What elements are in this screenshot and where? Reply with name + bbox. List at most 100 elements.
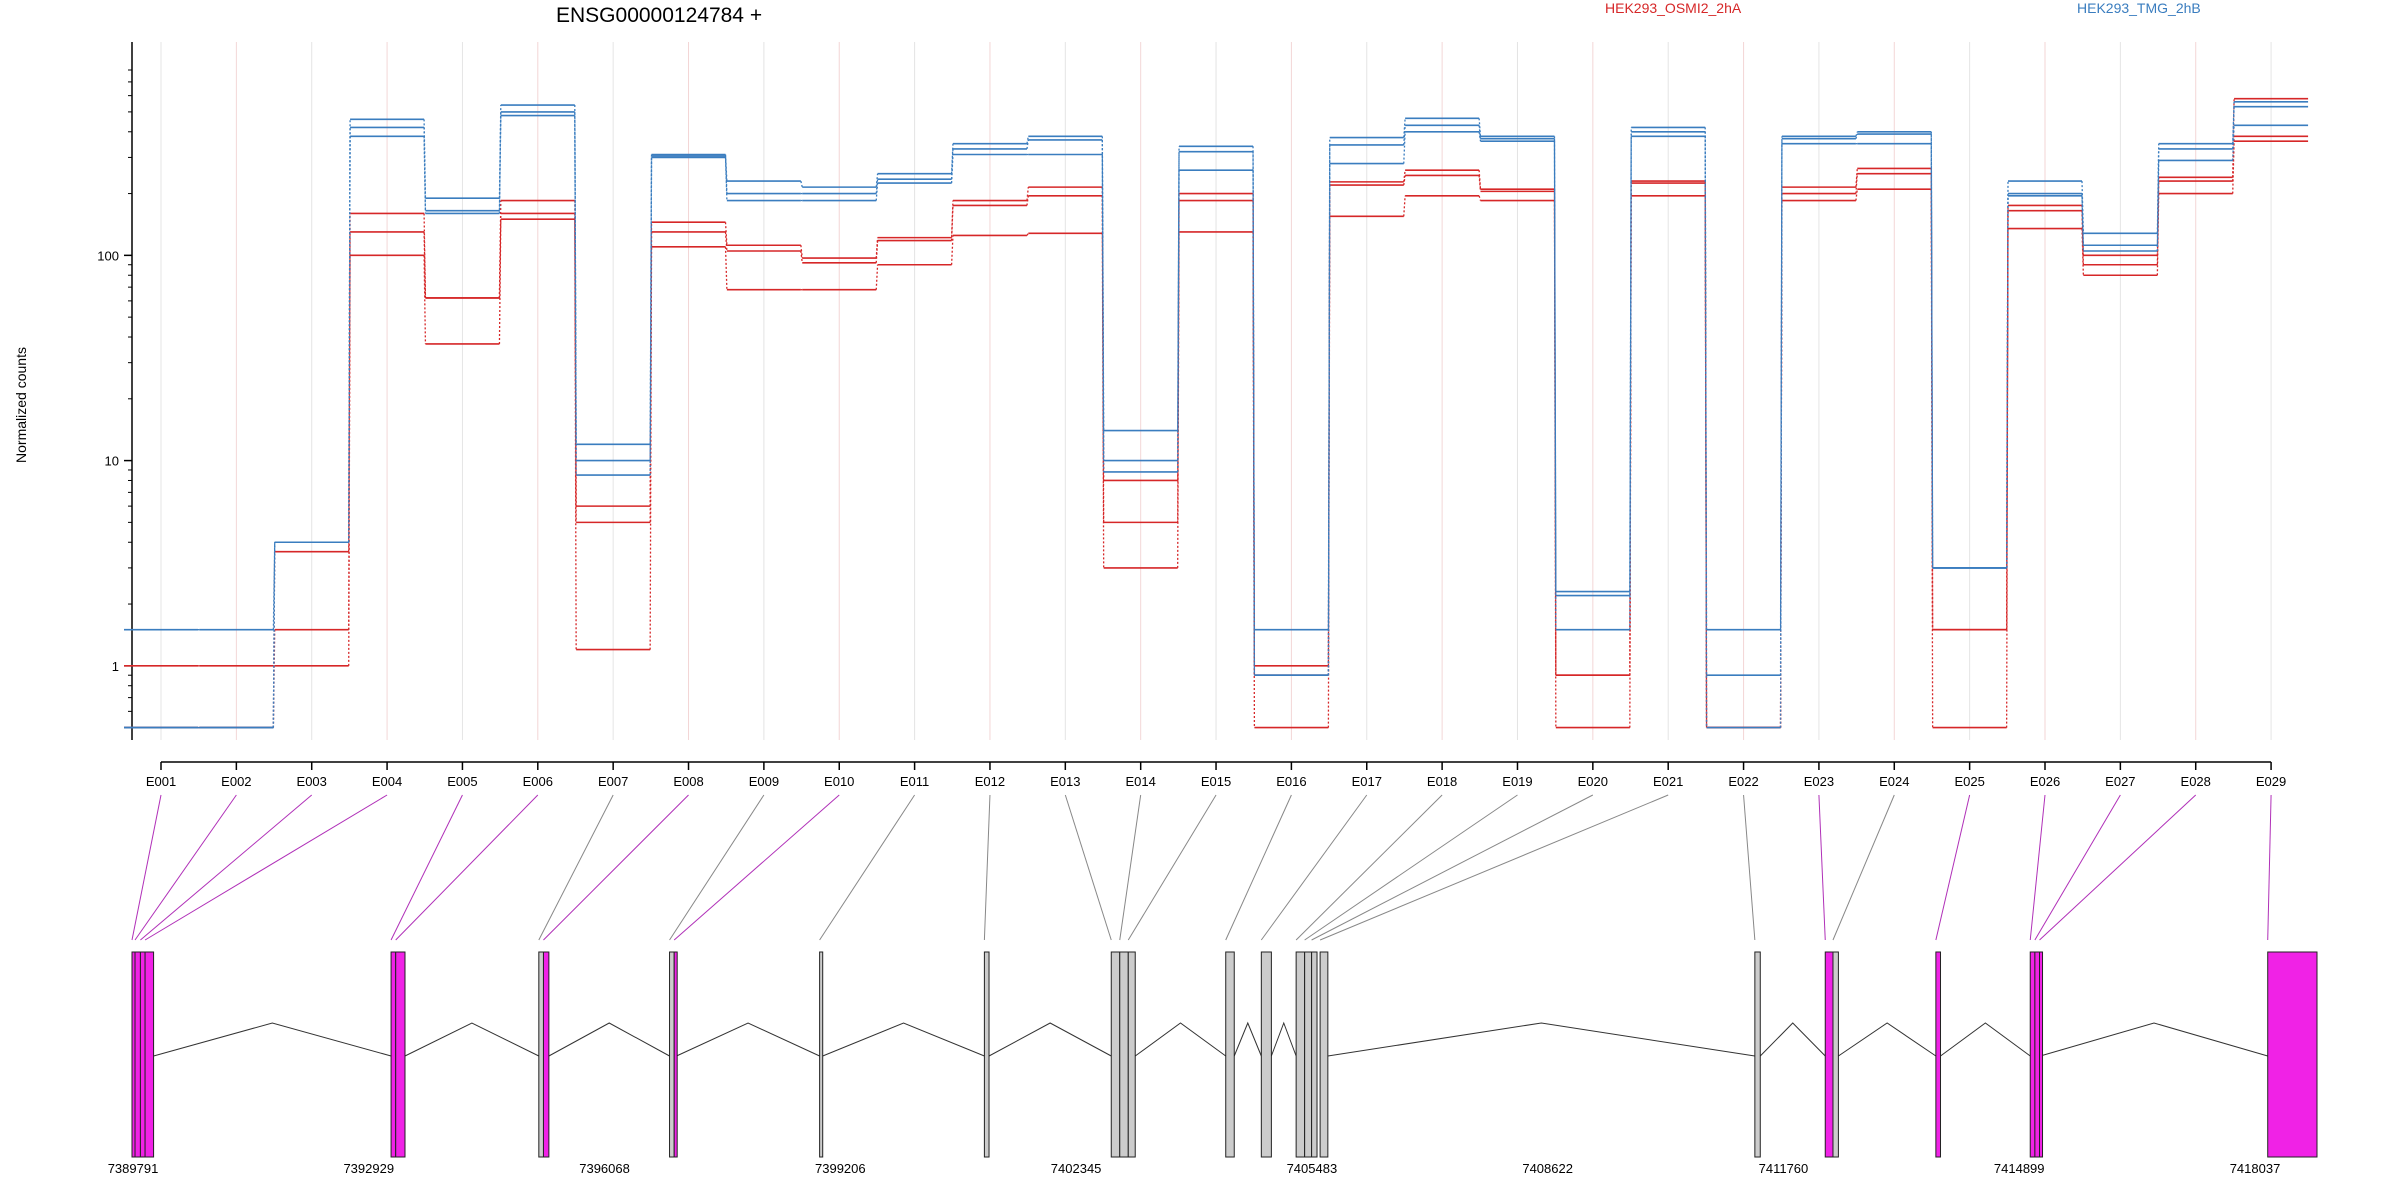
x-tick-label-e025: E025 [1954,774,1984,789]
genomic-coordinate-label: 7392929 [343,1161,394,1176]
series-connector [1478,131,1482,142]
series-connector [423,119,427,199]
series-connector [574,105,577,445]
series-connector [1855,173,1858,194]
series-connector [1478,175,1482,192]
series-connector [2081,181,2085,234]
exon-mapping-line [2034,794,2121,941]
genomic-coordinate-label: 7399206 [815,1161,866,1176]
series-connector [1403,118,1406,138]
series-connector [1026,195,1029,206]
x-tick-label-e024: E024 [1879,774,1909,789]
exon-block-e009 [669,951,675,1158]
series-connector [950,235,954,265]
x-tick-label-e015: E015 [1201,774,1231,789]
exon-mapping-line [1743,794,1756,941]
intron-line [676,1022,820,1057]
y-axis-label: Normalized counts [13,347,29,463]
exon-block-e008 [542,951,550,1158]
exon-mapping-line [140,794,313,941]
series-connector [1930,131,1934,568]
exon-mapping-line [2029,794,2046,941]
exon-block-e026 [2029,951,2036,1158]
intron-line [1270,1021,1297,1057]
exon-block-e014 [1119,951,1129,1158]
series-connector [1855,189,1858,201]
series-connector [1177,146,1180,431]
exon-block-e012 [983,951,990,1158]
exon-block-e016 [1225,951,1235,1158]
series-connector [950,148,954,180]
x-tick-label-e003: E003 [297,774,327,789]
series-connector [2232,101,2235,144]
x-tick-label-e004: E004 [372,774,402,789]
series-connector [800,180,803,188]
exon-mapping-line [1935,794,1971,941]
exon-block-e002 [134,951,141,1158]
x-tick-label-e022: E022 [1728,774,1758,789]
exon-mapping-line [390,794,463,941]
series-connector [1478,118,1482,137]
series-connector [2232,141,2235,194]
series-connector [1478,170,1482,190]
exon-mapping-line [543,794,689,941]
x-tick-label-e026: E026 [2030,774,2060,789]
exon-block-e027 [2034,951,2041,1158]
exon-mapping-line [538,794,614,941]
series-connector [272,542,276,630]
exon-mapping-line [819,794,916,941]
x-tick-label-e013: E013 [1050,774,1080,789]
exon-mapping-line [983,794,991,941]
intron-line [1838,1022,1937,1057]
exon-block-e020 [1311,951,1318,1158]
exon-mapping-line [2267,794,2272,941]
exon-block-e022 [1754,951,1761,1158]
exon-mapping-line [1295,794,1443,941]
x-tick-label-e016: E016 [1276,774,1306,789]
exon-mapping-line [1127,794,1217,941]
x-tick-label-e005: E005 [447,774,477,789]
intron-line [2040,1022,2268,1057]
exon-column-gridlines [160,42,2272,740]
exon-block-e003 [139,951,146,1158]
exon-block-e010 [673,951,678,1158]
chart-title: ENSG00000124784 + [556,4,762,27]
exon-mapping-line [2039,794,2197,941]
x-tick-label-e007: E007 [598,774,628,789]
series-connector [724,231,728,252]
series-lines [124,97,2309,729]
exon-block-e013 [1110,951,1121,1158]
exon-block-e021 [1319,951,1329,1158]
x-tick-label-e017: E017 [1352,774,1382,789]
series-connector [348,231,351,552]
series-connector [498,200,502,298]
series-connector [423,255,427,344]
exon-mapping-lines [131,794,2272,941]
series-connector [875,237,879,259]
series-connector [1855,131,1858,137]
x-tick-label-e029: E029 [2256,774,2286,789]
exon-mapping-line [1319,794,1669,941]
series-connector [1553,138,1557,596]
x-tick-label-e012: E012 [975,774,1005,789]
exon-block-e028 [2039,951,2044,1158]
series-connector [1026,187,1029,201]
series-connector [1252,146,1256,630]
genomic-coordinate-label: 7418037 [2230,1161,2281,1176]
exon-block-e018 [1295,951,1306,1158]
series-connector [950,143,954,174]
exon-mapping-line [131,794,162,941]
exon-block-e024 [1832,951,1839,1158]
exon-block-e025 [1935,951,1942,1158]
series-connector [574,213,577,523]
genomic-coordinate-label: 7402345 [1051,1161,1102,1176]
intron-line [988,1022,1112,1057]
x-tick-label-e014: E014 [1125,774,1155,789]
intron-line [548,1022,670,1057]
series-connector [1177,151,1180,461]
x-tick-label-e027: E027 [2105,774,2135,789]
series-connector [2005,205,2009,630]
x-tick-label-e020: E020 [1578,774,1608,789]
series-connector [1930,134,1934,568]
x-tick-label-e018: E018 [1427,774,1457,789]
